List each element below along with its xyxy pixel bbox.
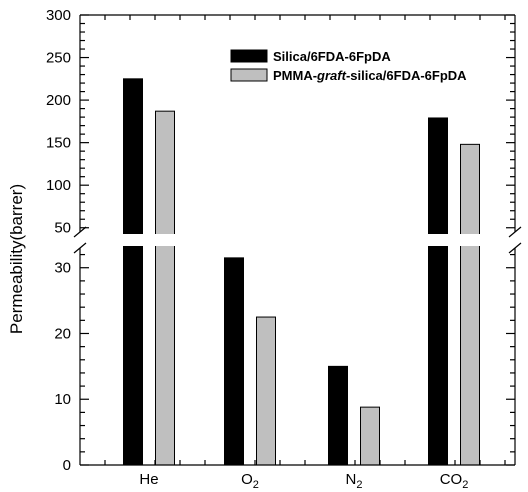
axes-layer: 0 10 20 30 50 100 150 200 250 300 He O2 N2 CO2 [46, 7, 516, 491]
ytick-low-0-label: 0 [63, 457, 71, 474]
legend-swatch-1 [230, 49, 268, 63]
bar-1-3 [328, 365, 348, 466]
bar-2-2 [256, 316, 276, 466]
ytick-low-30-label: 30 [54, 260, 71, 277]
ytick-low-20-label: 20 [54, 325, 71, 342]
bar-2-1 [155, 110, 175, 466]
ytick-up-200-label: 200 [46, 92, 71, 109]
y-axis-title: Permeability(barrer) [7, 184, 26, 334]
bar-2-3 [360, 406, 380, 466]
bar-1-2 [224, 257, 244, 466]
bars-layer [123, 78, 480, 466]
xtick-label-1: He [139, 471, 158, 488]
legend-label-2: PMMA-graft-silica/6FDA-6FpDA [273, 68, 467, 83]
bar-1-1 [123, 78, 143, 466]
bar-1-4 [428, 117, 448, 466]
axis-break-gap [74, 234, 521, 246]
legend-label-1: Silica/6FDA-6FpDA [273, 49, 391, 64]
legend-swatch-2 [230, 68, 268, 82]
bar-2-4 [460, 143, 480, 466]
ytick-up-250-label: 250 [46, 50, 71, 67]
xtick-label-4: CO2 [440, 471, 469, 491]
legend: Silica/6FDA-6FpDA PMMA-graft-silica/6FDA-… [230, 49, 467, 83]
xtick-label-3: N2 [346, 471, 363, 491]
ytick-up-100-label: 100 [46, 177, 71, 194]
ytick-low-10-label: 10 [54, 391, 71, 408]
ytick-up-300-label: 300 [46, 7, 71, 24]
xtick-label-2: O2 [241, 471, 259, 491]
ytick-up-150-label: 150 [46, 135, 71, 152]
ytick-up-50-label: 50 [54, 220, 71, 237]
